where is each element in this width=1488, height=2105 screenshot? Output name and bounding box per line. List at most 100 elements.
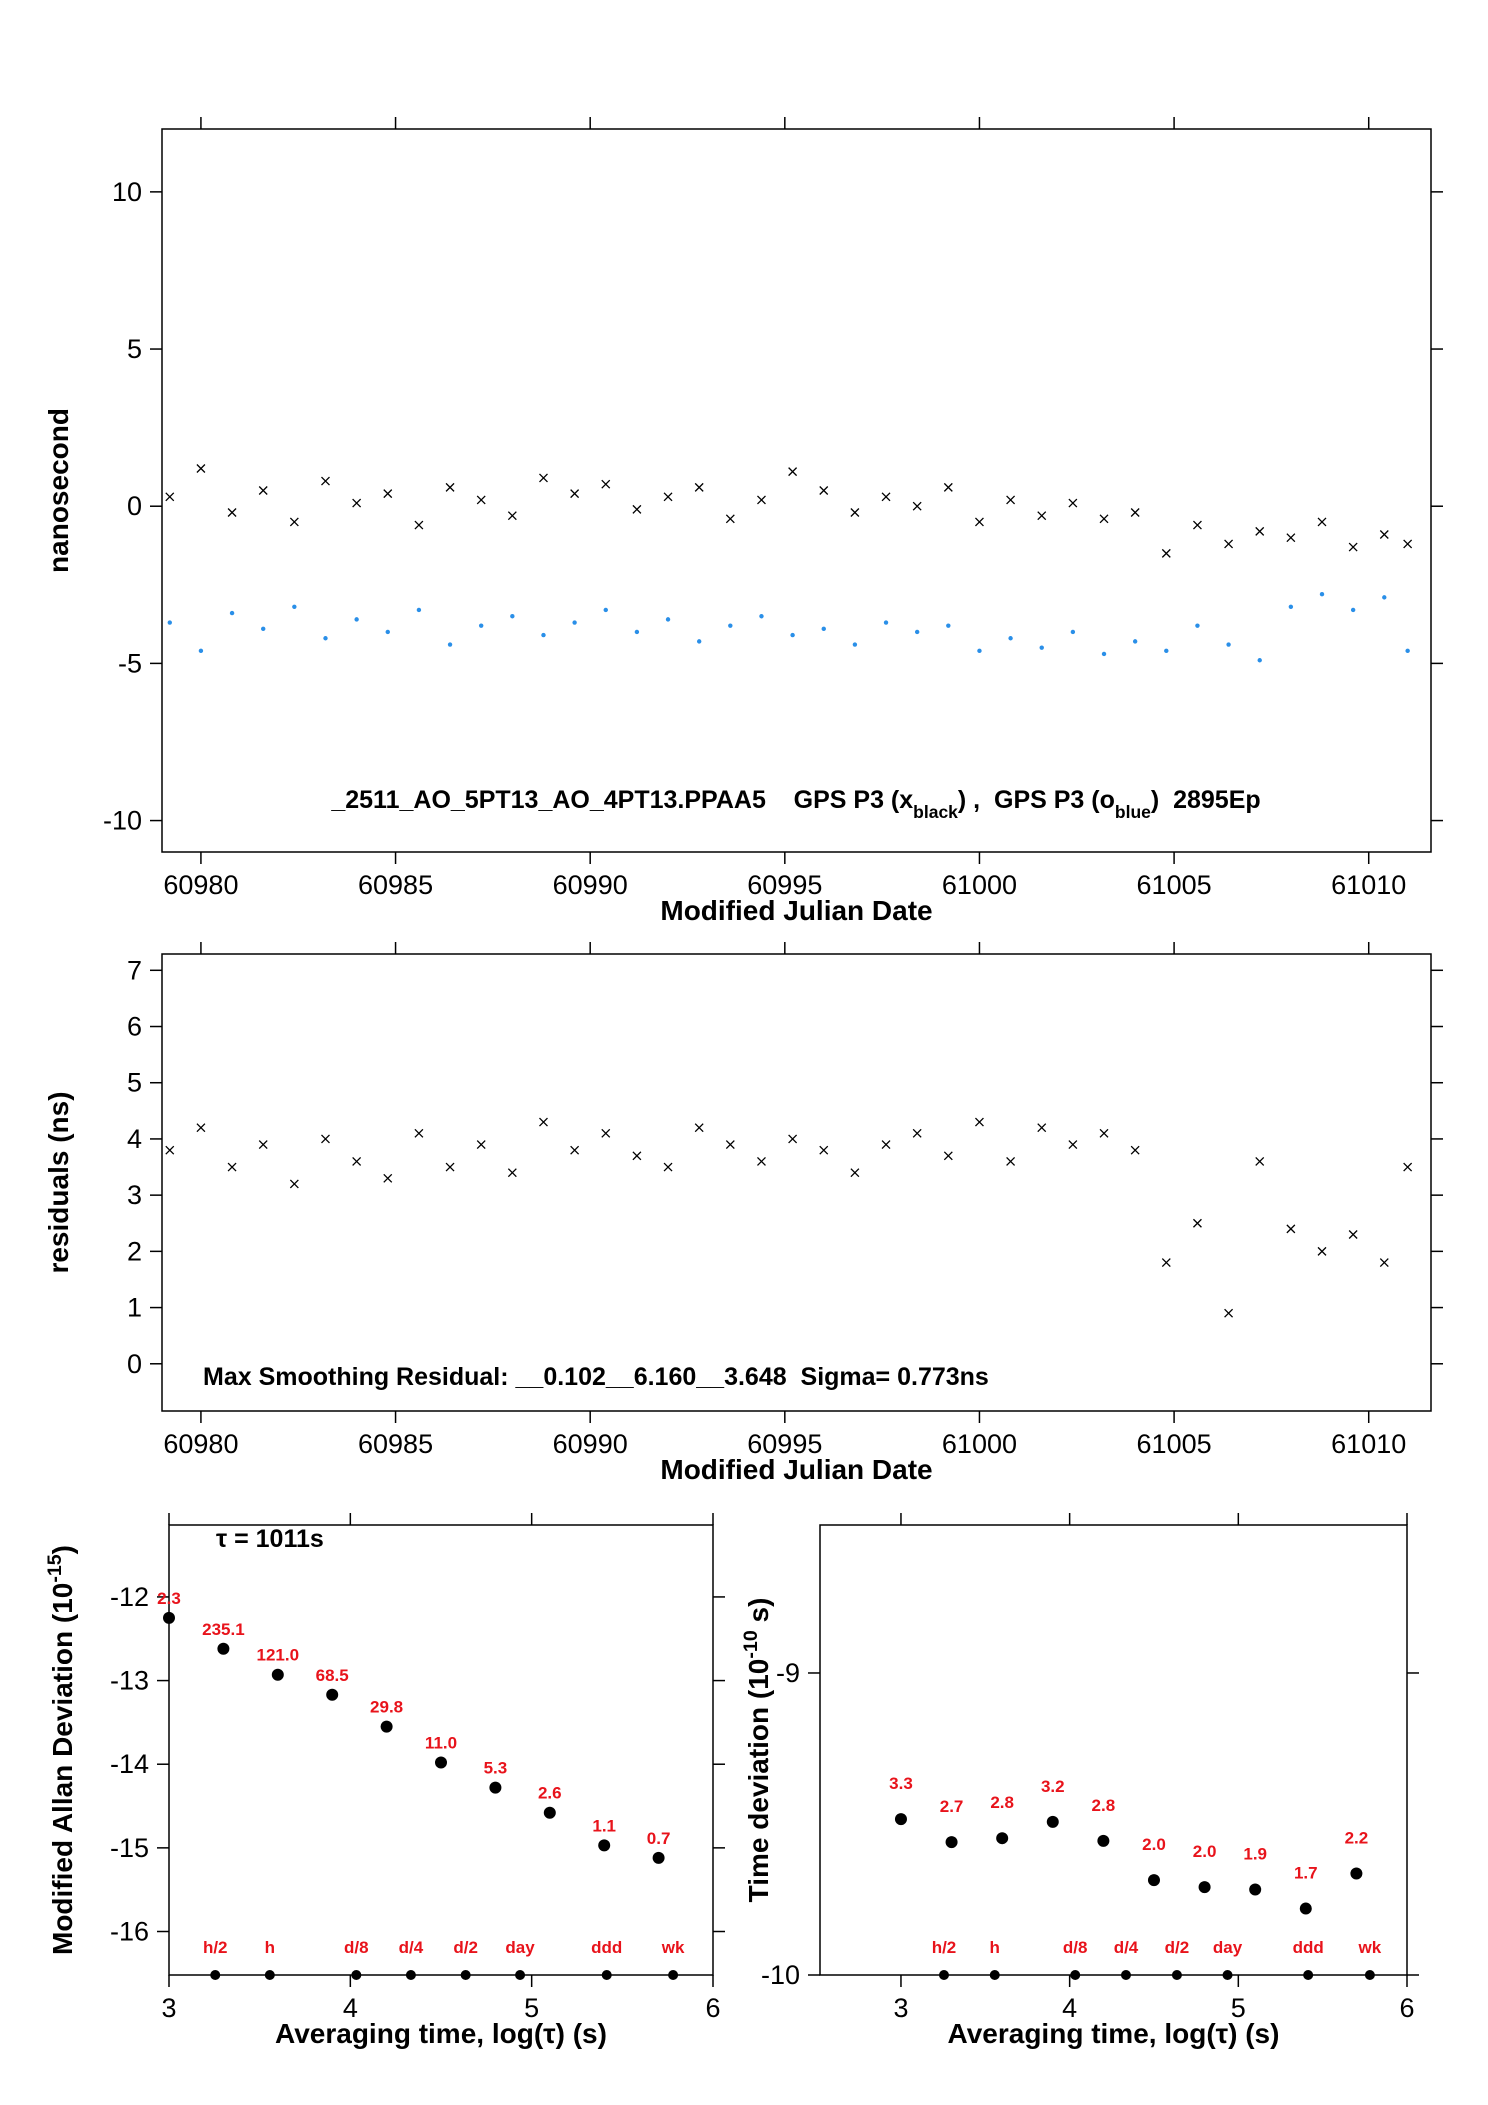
data-point bbox=[1192, 520, 1202, 530]
x-tick-label: 61010 bbox=[1331, 1429, 1406, 1459]
data-point bbox=[196, 464, 206, 473]
time-marker-label: h/2 bbox=[203, 1938, 228, 1957]
panel: 3 4 5 6 -16 -15 -14 -13 -12 Averaging time, log(τ… bbox=[44, 1513, 725, 2049]
data-point bbox=[165, 1145, 175, 1155]
data-point bbox=[759, 614, 764, 619]
x-tick-label: 3 bbox=[893, 1993, 908, 2023]
data-point bbox=[1255, 1156, 1265, 1166]
data-point bbox=[476, 495, 486, 505]
data-point bbox=[229, 610, 235, 616]
data-point bbox=[883, 620, 889, 625]
data-point bbox=[1405, 648, 1410, 654]
data-point bbox=[996, 1832, 1009, 1845]
y-tick-label: -14 bbox=[110, 1749, 149, 1779]
data-point bbox=[728, 623, 733, 628]
data-point bbox=[821, 626, 826, 632]
panel: 3 4 5 6 -10 -9 Averaging time, log(τ) (s) Time … bbox=[740, 1513, 1419, 2049]
data-point bbox=[261, 626, 266, 632]
data-point bbox=[326, 1688, 339, 1701]
text-part: _2511_AO_5PT13_AO_4PT13.PPAA5 GPS P3 (x bbox=[330, 786, 913, 814]
data-point bbox=[1161, 548, 1171, 558]
plot-frame bbox=[168, 1524, 714, 1976]
data-point bbox=[321, 476, 330, 486]
data-point bbox=[790, 632, 795, 638]
time-marker bbox=[405, 1970, 416, 1980]
data-point bbox=[1379, 1258, 1389, 1268]
time-marker-label: d/2 bbox=[453, 1938, 478, 1957]
data-point bbox=[788, 467, 798, 477]
data-point bbox=[1130, 1145, 1140, 1155]
data-point bbox=[478, 623, 484, 628]
data-point bbox=[894, 1813, 907, 1826]
data-point bbox=[881, 492, 891, 502]
data-point bbox=[1226, 642, 1231, 647]
data-point bbox=[1317, 1246, 1327, 1256]
data-point bbox=[383, 489, 393, 499]
point-label: 68.5 bbox=[316, 1666, 349, 1685]
text-part: blue bbox=[1115, 802, 1151, 822]
data-point bbox=[1006, 495, 1016, 505]
data-point bbox=[352, 498, 362, 508]
data-point bbox=[1099, 1128, 1109, 1138]
data-point bbox=[1068, 1140, 1078, 1150]
data-point bbox=[227, 1162, 237, 1172]
x-tick-label: 60990 bbox=[553, 1429, 628, 1459]
data-point bbox=[632, 504, 642, 514]
text-part: Time deviation (10 bbox=[743, 1659, 774, 1903]
data-point bbox=[912, 501, 922, 511]
data-point bbox=[1195, 623, 1200, 628]
x-tick-label: 4 bbox=[343, 1993, 358, 2023]
x-axis-label: Modified Julian Date bbox=[660, 895, 932, 926]
time-marker bbox=[351, 1970, 362, 1980]
text-part: s) bbox=[743, 1598, 774, 1631]
data-point bbox=[165, 492, 175, 502]
x-tick-label: 60980 bbox=[163, 870, 238, 900]
data-point bbox=[1350, 607, 1356, 613]
data-point bbox=[271, 1668, 284, 1681]
data-point bbox=[258, 1140, 268, 1150]
x-tick-label: 5 bbox=[524, 1993, 539, 2023]
plot-frame bbox=[819, 1524, 1408, 1976]
x-tick-label: 60990 bbox=[553, 870, 628, 900]
point-label: 121.0 bbox=[257, 1646, 300, 1665]
text-part: ) , GPS P3 (o bbox=[958, 786, 1115, 814]
data-point bbox=[416, 607, 422, 613]
data-point bbox=[1224, 1308, 1234, 1318]
y-tick-label: 6 bbox=[127, 1012, 142, 1042]
data-point bbox=[1249, 1883, 1262, 1896]
time-marker-label: wk bbox=[661, 1938, 685, 1957]
data-point bbox=[1039, 645, 1044, 650]
data-point bbox=[543, 1806, 556, 1819]
point-label: 2.2 bbox=[1345, 1829, 1369, 1848]
data-point bbox=[1198, 1881, 1211, 1894]
text-part: ) 2895Ep bbox=[1151, 786, 1261, 814]
y-tick-label: -12 bbox=[110, 1582, 149, 1612]
annotation: τ = 1011s bbox=[216, 1525, 324, 1553]
data-point bbox=[1099, 514, 1109, 524]
data-point bbox=[725, 514, 735, 524]
data-point bbox=[539, 1117, 548, 1127]
data-point bbox=[539, 473, 548, 483]
point-label: 235.1 bbox=[202, 1620, 245, 1639]
time-marker-label: d/4 bbox=[1114, 1938, 1139, 1957]
y-tick-label: -16 bbox=[110, 1917, 149, 1947]
y-tick-label: 4 bbox=[127, 1124, 142, 1154]
data-point bbox=[945, 1836, 958, 1849]
time-marker bbox=[989, 1970, 1000, 1980]
data-point bbox=[819, 1145, 829, 1155]
data-point bbox=[354, 617, 359, 622]
point-label: 2.8 bbox=[1092, 1796, 1116, 1815]
data-point bbox=[1286, 533, 1296, 543]
data-point bbox=[1132, 639, 1138, 644]
data-point bbox=[1037, 1123, 1047, 1133]
x-tick-label: 60980 bbox=[163, 1429, 238, 1459]
y-tick-label: 5 bbox=[127, 334, 142, 364]
point-label: 29.8 bbox=[370, 1698, 403, 1717]
data-point bbox=[694, 1123, 704, 1133]
text-part: -10 bbox=[740, 1630, 762, 1658]
data-point bbox=[1161, 1258, 1171, 1268]
data-point bbox=[632, 1151, 642, 1161]
text-part: black bbox=[913, 802, 958, 822]
text-part: ) bbox=[47, 1545, 78, 1554]
data-point bbox=[912, 1128, 922, 1138]
